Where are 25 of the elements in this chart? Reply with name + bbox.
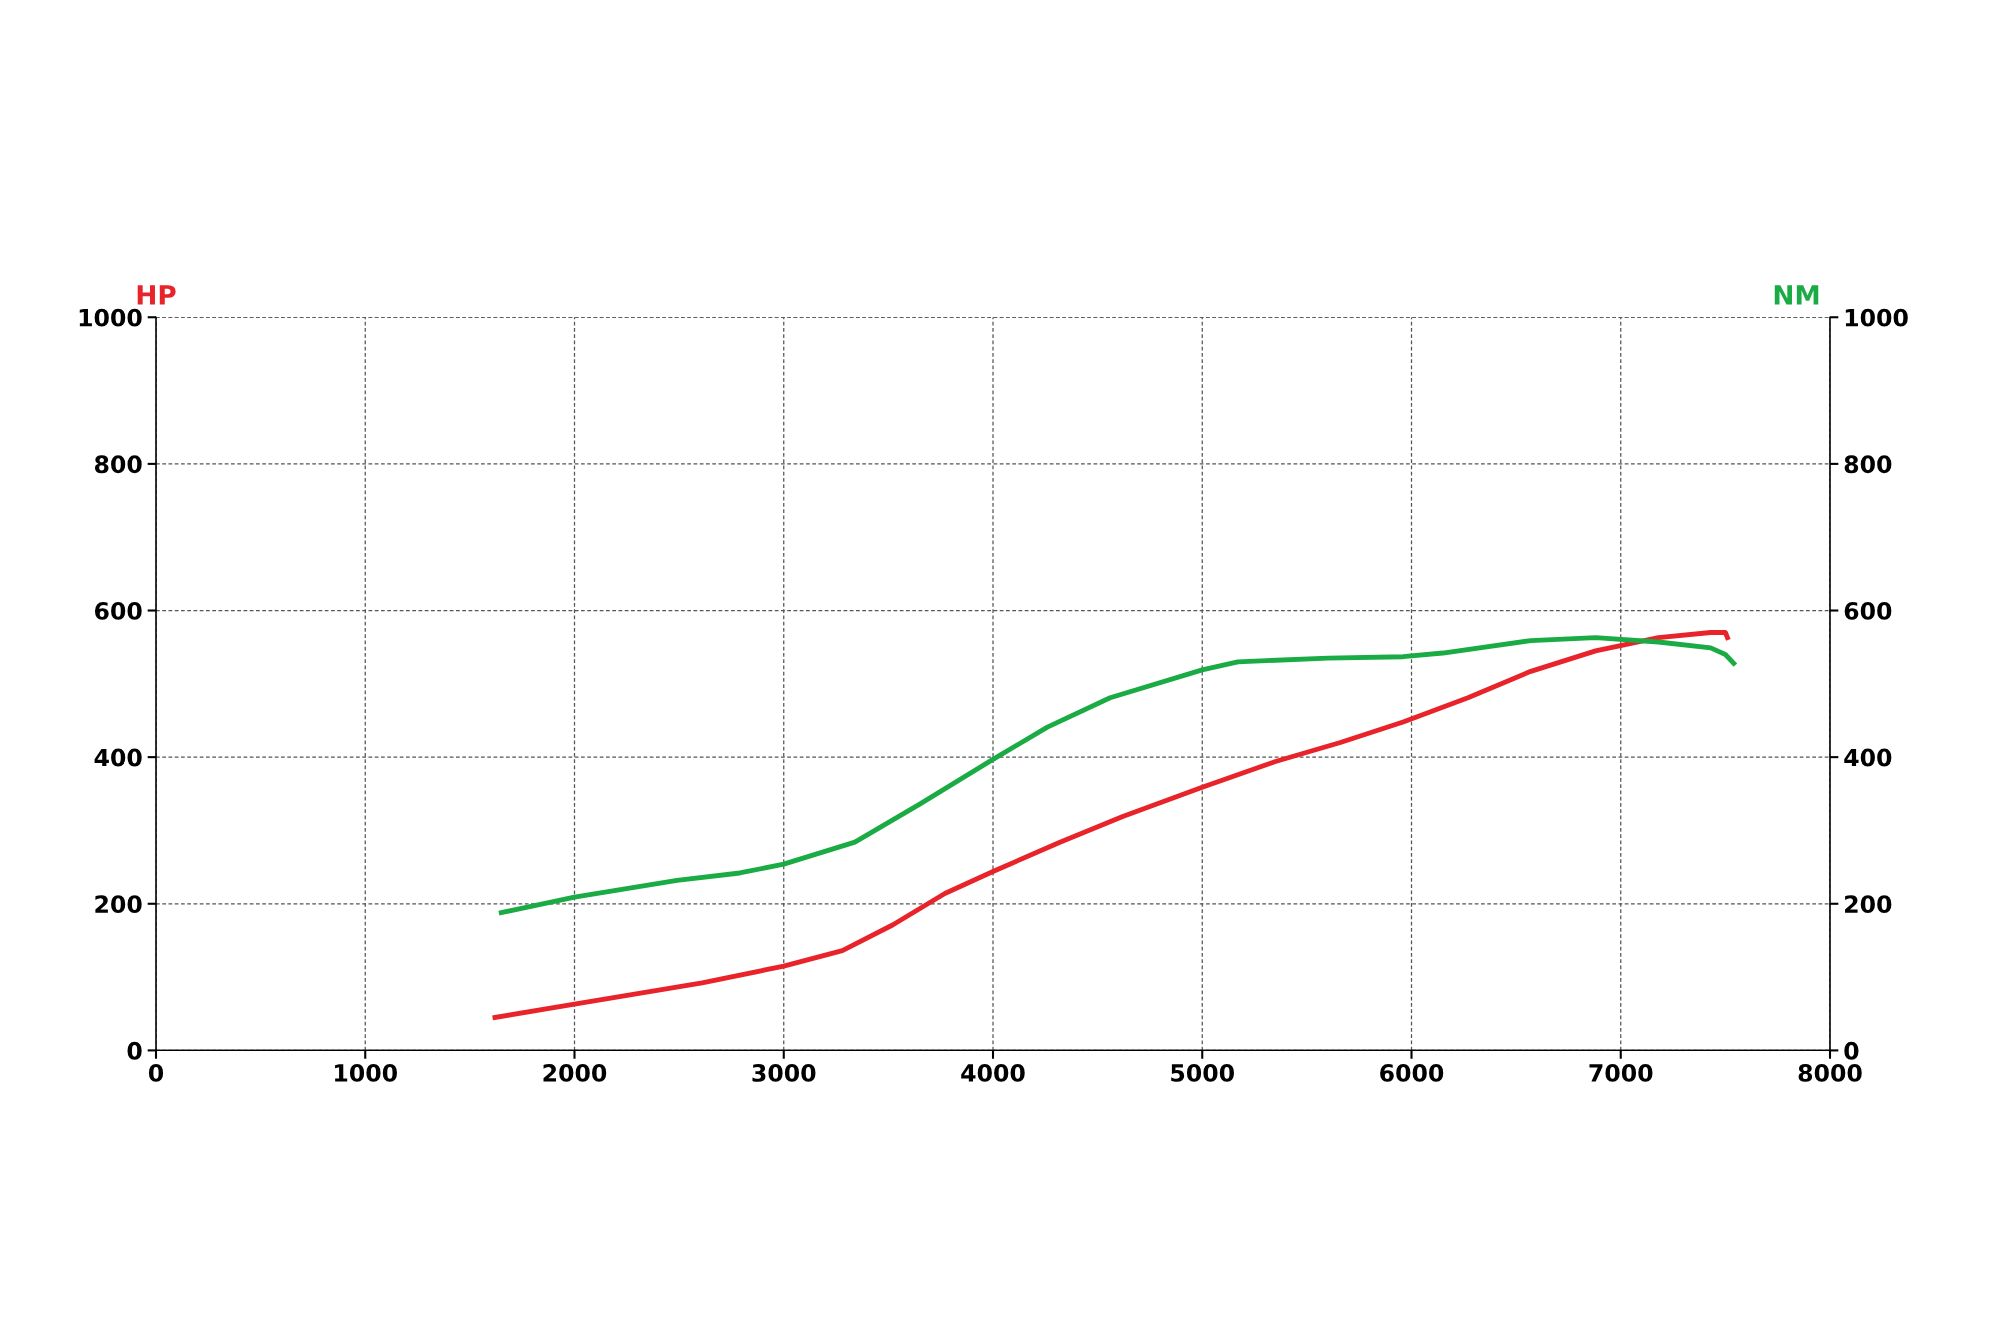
y-tick-label: 400 [94, 748, 142, 767]
x-tick-label: 5000 [1171, 1064, 1234, 1082]
y-tick-label: 1000 [79, 308, 142, 327]
y2-tick-label: 400 [1844, 748, 1892, 767]
line-series [492, 630, 1730, 1020]
x-tick-label: 0 [148, 1064, 164, 1082]
y-tick-label: 200 [95, 895, 142, 914]
x-tick-label: 1000 [335, 1064, 397, 1082]
x-tick-label: 6000 [1380, 1064, 1444, 1082]
x-tick-label: 7000 [1589, 1064, 1653, 1082]
y2-tick-label: 200 [1845, 895, 1892, 914]
x-tick-label: 4000 [961, 1064, 1025, 1082]
line-series [498, 635, 1737, 915]
y2-axis-title: NM [1774, 285, 1819, 305]
y2-tick-label: 0 [1844, 1041, 1859, 1060]
y-tick-label: 0 [127, 1041, 142, 1060]
y2-tick-label: 600 [1844, 601, 1892, 620]
x-tick-label: 3000 [752, 1064, 816, 1082]
x-tick-label: 2000 [543, 1064, 607, 1082]
y-tick-label: 600 [94, 601, 142, 620]
y-axis-title: HP [137, 285, 176, 305]
x-tick-label: 8000 [1798, 1064, 1862, 1082]
y-tick-label: 800 [94, 455, 142, 474]
y2-tick-label: 800 [1844, 455, 1892, 474]
y2-tick-label: 1000 [1845, 308, 1908, 327]
